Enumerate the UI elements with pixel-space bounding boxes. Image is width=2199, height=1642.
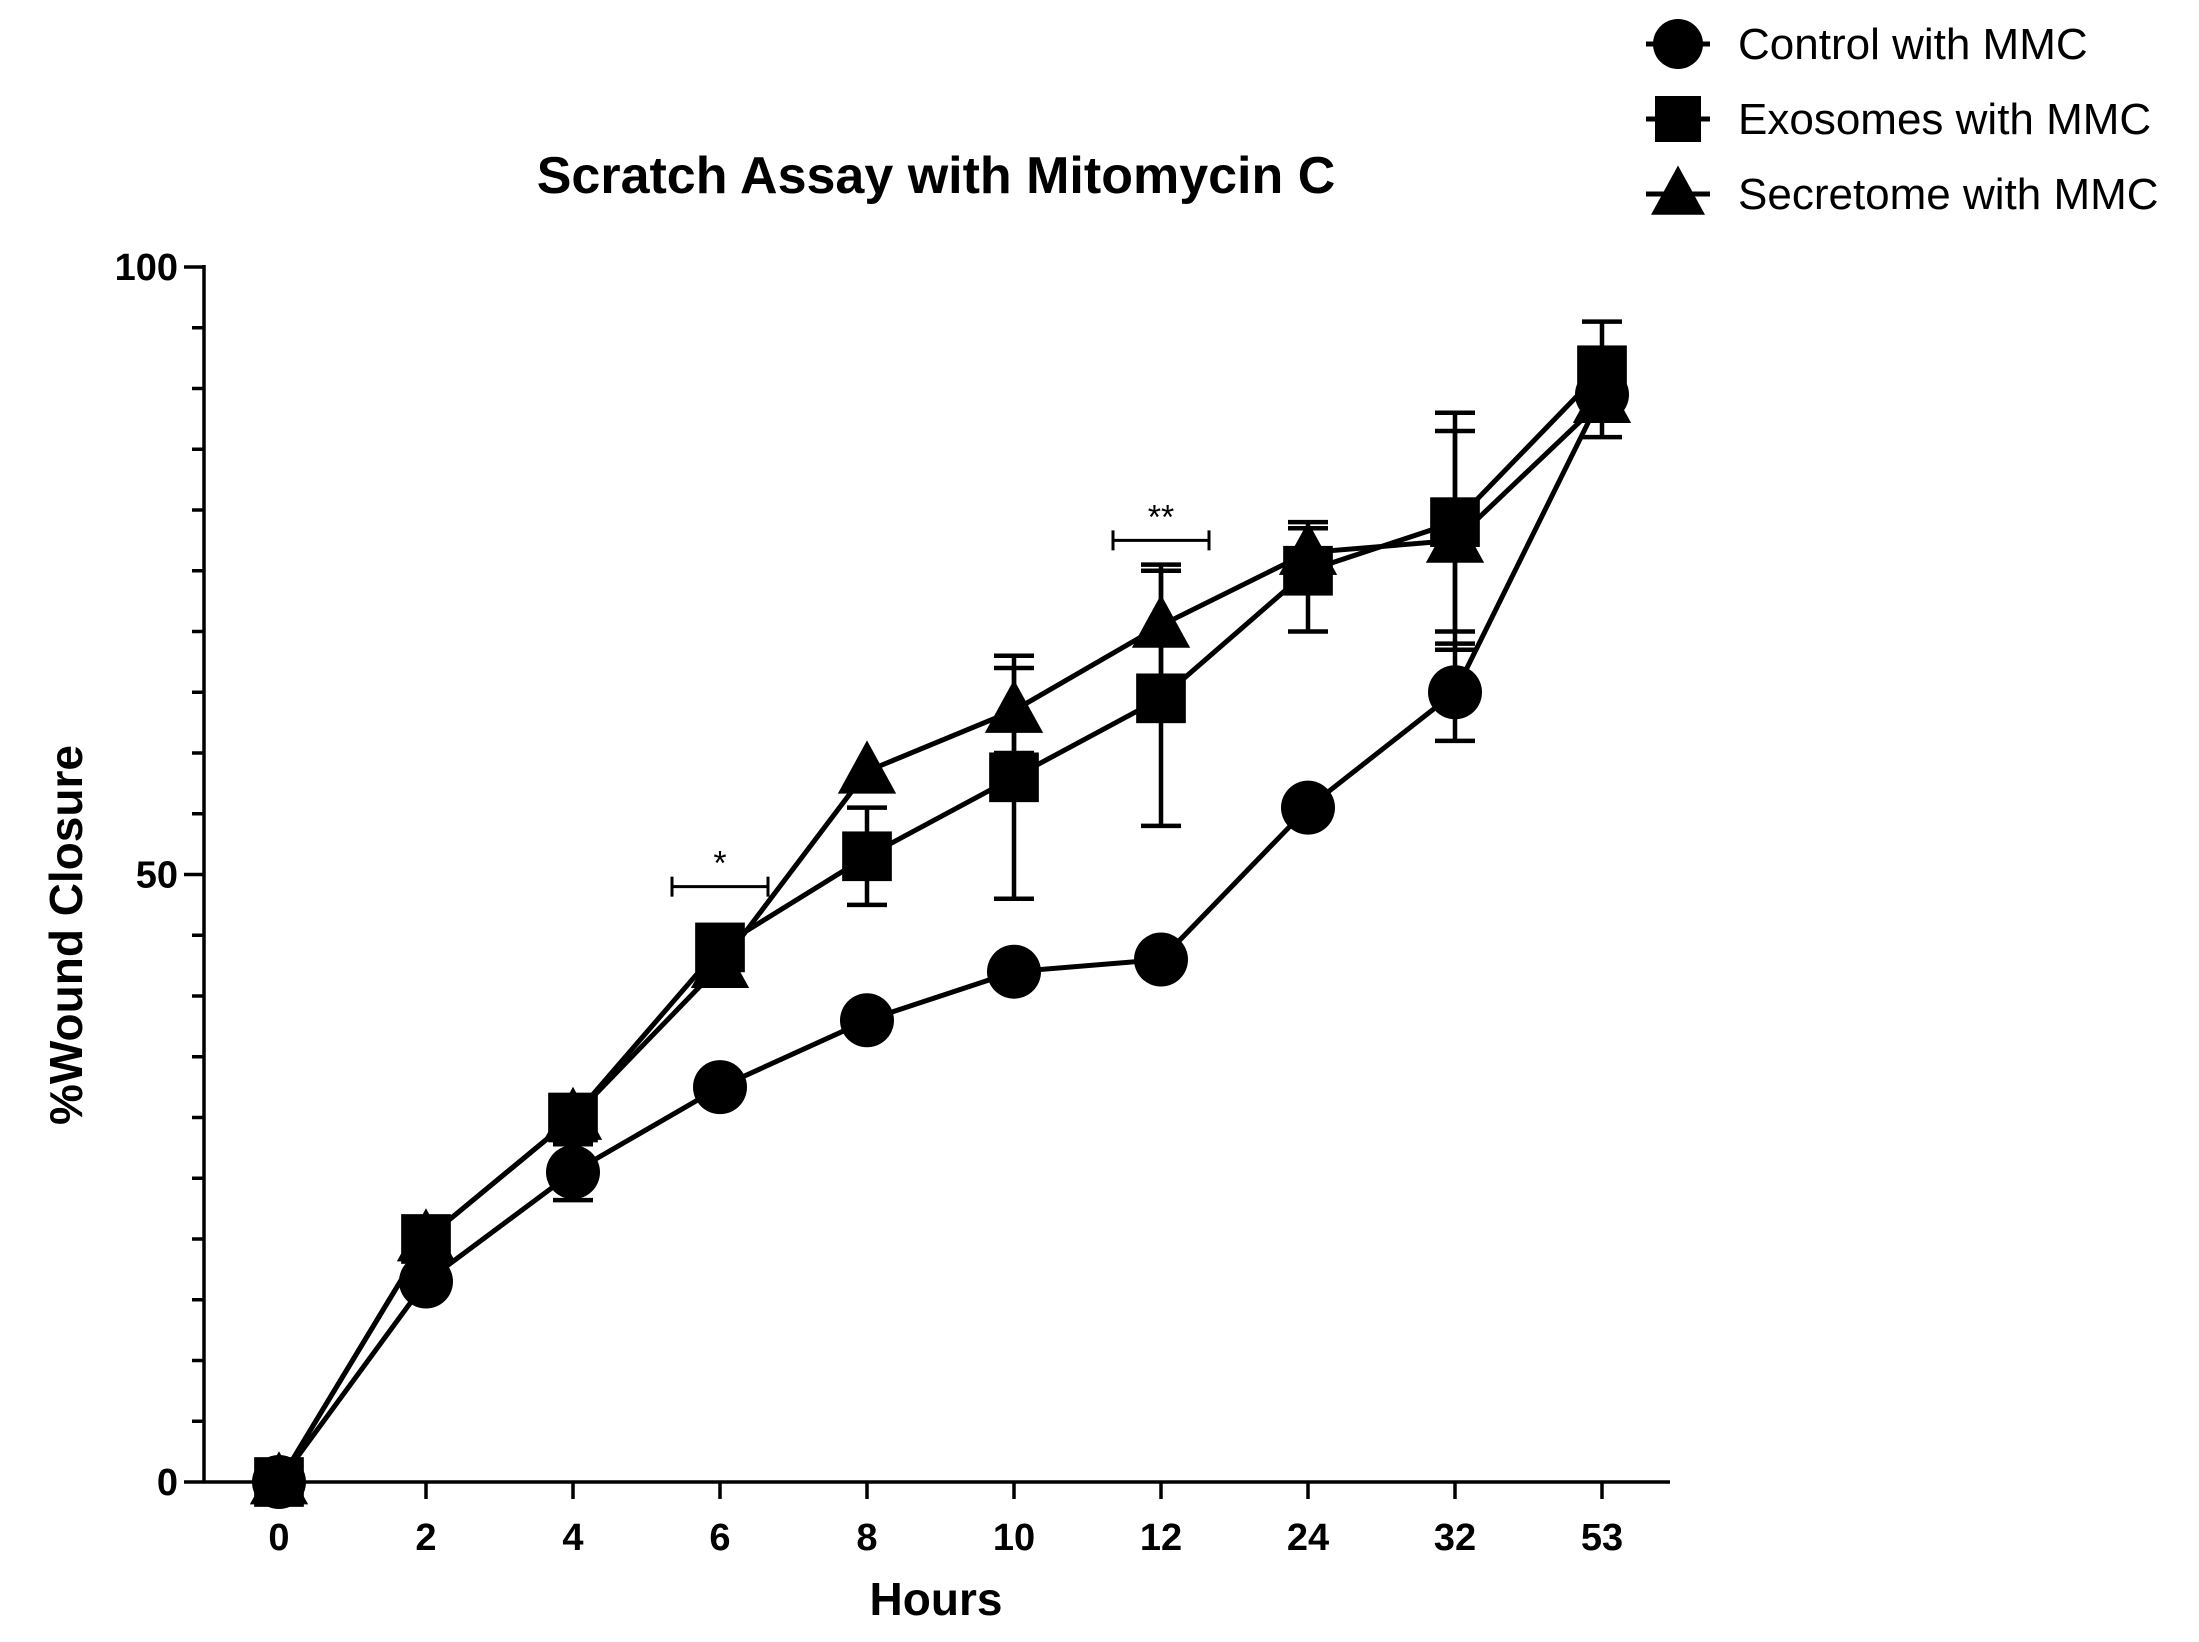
- significance-label: **: [1148, 498, 1174, 536]
- series-line: [276, 393, 1605, 1484]
- x-tick-label: 10: [993, 1517, 1035, 1559]
- series-triangle: [249, 369, 1632, 1505]
- data-point-square: [842, 831, 892, 882]
- data-point-circle: [1134, 932, 1188, 987]
- chart-title: Scratch Assay with Mitomycin C: [537, 147, 1336, 205]
- data-point-circle: [1281, 780, 1335, 835]
- y-tick-label: 100: [115, 247, 178, 289]
- data-point-triangle: [543, 1086, 603, 1140]
- data-point-triangle: [690, 934, 750, 988]
- legend-item: Secretome with MMC: [1646, 165, 2159, 219]
- data-point-circle: [987, 944, 1041, 999]
- legend-item: Exosomes with MMC: [1646, 95, 2151, 144]
- data-point-triangle: [1572, 369, 1632, 424]
- legend-marker-circle: [1653, 19, 1703, 69]
- series-line: [276, 398, 1604, 1484]
- series-layer: [249, 319, 1632, 1509]
- legend: Control with MMC Exosomes with MMC Secreto…: [1646, 19, 2159, 219]
- x-tick-label: 32: [1434, 1517, 1476, 1559]
- data-point-triangle: [984, 679, 1044, 733]
- x-tick-label: 12: [1140, 1517, 1182, 1559]
- legend-label: Control with MMC: [1738, 20, 2088, 69]
- legend-marker-triangle: [1651, 165, 1705, 215]
- x-axis-label: Hours: [870, 1573, 1003, 1625]
- x-tick-label: 0: [268, 1517, 289, 1559]
- data-point-triangle: [1425, 509, 1485, 563]
- data-point-triangle: [1278, 521, 1338, 575]
- x-tick-label: 53: [1581, 1517, 1623, 1559]
- data-point-triangle: [1131, 594, 1191, 648]
- data-point-triangle: [249, 1451, 309, 1505]
- y-tick-label: 0: [157, 1462, 178, 1504]
- x-tick-label: 6: [709, 1517, 730, 1559]
- series-square: [254, 319, 1627, 1507]
- x-tick-label: 2: [415, 1517, 436, 1559]
- significance-label: *: [713, 845, 726, 883]
- series-line: [276, 368, 1604, 1484]
- data-point-triangle: [837, 740, 897, 794]
- legend-marker-square: [1655, 96, 1701, 142]
- data-point-triangle: [396, 1208, 456, 1262]
- x-tick-label: 4: [562, 1517, 583, 1559]
- legend-label: Exosomes with MMC: [1738, 95, 2151, 144]
- y-tick-label: 50: [136, 855, 178, 897]
- x-tick-label: 8: [856, 1517, 877, 1559]
- legend-item: Control with MMC: [1646, 19, 2088, 69]
- significance-annotations: ***: [670, 498, 1211, 897]
- data-point-square: [989, 752, 1039, 803]
- data-point-circle: [693, 1060, 747, 1115]
- x-tick-label: 24: [1287, 1517, 1329, 1559]
- series-circle: [252, 349, 1629, 1509]
- y-axis-label: %Wound Closure: [40, 745, 92, 1125]
- data-point-circle: [840, 993, 894, 1048]
- legend-label: Secretome with MMC: [1738, 170, 2159, 219]
- data-point-circle: [399, 1254, 453, 1309]
- data-point-circle: [1428, 665, 1482, 720]
- data-point-circle: [546, 1145, 600, 1200]
